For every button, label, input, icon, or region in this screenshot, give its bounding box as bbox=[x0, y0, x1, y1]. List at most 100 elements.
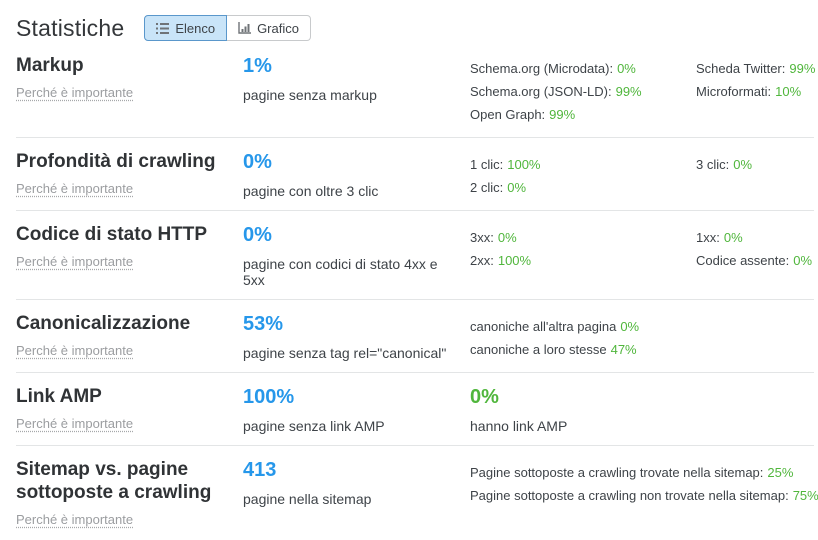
metric-value[interactable]: 53% bbox=[243, 313, 284, 335]
metric-label: hanno link AMP bbox=[470, 418, 568, 434]
stat-item: Open Graph: 99% bbox=[470, 103, 696, 126]
stat-item: 1 clic: 100% bbox=[470, 153, 696, 176]
row-heading: Markup Perché è importante bbox=[16, 55, 243, 126]
stat-label: 1 clic: bbox=[470, 157, 504, 172]
row-metric: 413 pagine nella sitemap bbox=[243, 459, 470, 529]
metric-label: pagine con oltre 3 clic bbox=[243, 183, 379, 199]
row-heading: Canonicalizzazione Perché è importante bbox=[16, 313, 243, 361]
why-important-link[interactable]: Perché è importante bbox=[16, 180, 134, 196]
page-title: Statistiche bbox=[16, 14, 125, 41]
stat-value[interactable]: 0% bbox=[793, 253, 813, 268]
metric-value[interactable]: 1% bbox=[243, 55, 272, 77]
stat-value[interactable]: 0% bbox=[617, 61, 636, 76]
stat-label: Pagine sottoposte a crawling non trovate… bbox=[470, 488, 789, 503]
stat-label: Codice assente: bbox=[696, 253, 790, 268]
stat-value[interactable]: 99% bbox=[615, 84, 642, 99]
stat-row-http-status: Codice di stato HTTP Perché è importante… bbox=[16, 211, 814, 300]
stat-value[interactable]: 99% bbox=[789, 61, 816, 76]
why-important-link[interactable]: Perché è importante bbox=[16, 253, 134, 269]
row-metric: 53% pagine senza tag rel="canonical" bbox=[243, 313, 470, 361]
stat-value[interactable]: 47% bbox=[610, 342, 637, 357]
stat-value[interactable]: 0% bbox=[507, 180, 527, 195]
stat-value[interactable]: 0% bbox=[620, 319, 640, 334]
stat-label: Open Graph: bbox=[470, 107, 546, 122]
row-stats-wide: Pagine sottoposte a crawling trovate nel… bbox=[470, 459, 818, 529]
metric-label: pagine nella sitemap bbox=[243, 491, 372, 507]
stat-value[interactable]: 0% bbox=[733, 157, 753, 172]
stat-value[interactable]: 99% bbox=[549, 107, 576, 122]
row-metric-secondary: 0% hanno link AMP bbox=[470, 386, 696, 434]
stat-item: Pagine sottoposte a crawling trovate nel… bbox=[470, 461, 814, 484]
stat-item: 3 clic: 0% bbox=[696, 153, 814, 176]
stat-label: Microformati: bbox=[696, 84, 772, 99]
why-important-link[interactable]: Perché è importante bbox=[16, 84, 134, 100]
stat-value[interactable]: 10% bbox=[775, 84, 802, 99]
stat-value[interactable]: 75% bbox=[792, 488, 818, 503]
row-metric: 1% pagine senza markup bbox=[243, 55, 470, 126]
stat-row-canonicalization: Canonicalizzazione Perché è importante 5… bbox=[16, 300, 814, 373]
stat-item: canoniche all'altra pagina 0% bbox=[470, 315, 696, 338]
metric-value[interactable]: 0% bbox=[243, 224, 272, 246]
row-stats-col3: 3xx: 0% 2xx: 100% bbox=[470, 224, 696, 288]
row-stats-col4: 1xx: 0% Codice assente: 0% bbox=[696, 224, 814, 288]
stat-item: 2xx: 100% bbox=[470, 249, 696, 272]
stat-item: Codice assente: 0% bbox=[696, 249, 814, 272]
stat-label: canoniche a loro stesse bbox=[470, 342, 607, 357]
row-title: Codice di stato HTTP bbox=[16, 224, 208, 245]
stat-value[interactable]: 100% bbox=[507, 157, 541, 172]
row-stats-col3: 1 clic: 100% 2 clic: 0% bbox=[470, 151, 696, 199]
stat-label: 2xx: bbox=[470, 253, 494, 268]
toggle-chart-label: Grafico bbox=[257, 20, 299, 36]
row-stats-col4: 3 clic: 0% bbox=[696, 151, 814, 199]
stat-item: Schema.org (JSON-LD): 99% bbox=[470, 80, 696, 103]
why-important-link[interactable]: Perché è importante bbox=[16, 511, 134, 527]
row-heading: Sitemap vs. pagine sottoposte a crawling… bbox=[16, 459, 243, 529]
row-title: Profondità di crawling bbox=[16, 151, 216, 172]
view-toggle: Elenco Grafico bbox=[144, 15, 311, 41]
metric-label: pagine senza link AMP bbox=[243, 418, 385, 434]
metric-value[interactable]: 0% bbox=[243, 151, 272, 173]
stat-label: 3 clic: bbox=[696, 157, 730, 172]
list-icon bbox=[156, 22, 170, 34]
stat-label: 1xx: bbox=[696, 230, 720, 245]
stat-item: canoniche a loro stesse 47% bbox=[470, 338, 696, 361]
toggle-chart-view[interactable]: Grafico bbox=[227, 15, 311, 41]
stat-value[interactable]: 0% bbox=[497, 230, 517, 245]
stat-item: Pagine sottoposte a crawling non trovate… bbox=[470, 484, 818, 507]
metric-label: pagine con codici di stato 4xx e 5xx bbox=[243, 256, 438, 288]
stat-item: Microformati: 10% bbox=[696, 80, 815, 103]
stat-label: Pagine sottoposte a crawling trovate nel… bbox=[470, 465, 764, 480]
row-title: Link AMP bbox=[16, 386, 102, 407]
stat-value[interactable]: 0% bbox=[723, 230, 743, 245]
stat-row-amp-links: Link AMP Perché è importante 100% pagine… bbox=[16, 373, 814, 446]
metric-value-green[interactable]: 0% bbox=[470, 386, 499, 408]
stat-label: 3xx: bbox=[470, 230, 494, 245]
why-important-link[interactable]: Perché è importante bbox=[16, 342, 134, 358]
stat-label: Schema.org (JSON-LD): bbox=[470, 84, 612, 99]
stat-item: 3xx: 0% bbox=[470, 226, 696, 249]
metric-label: pagine senza tag rel="canonical" bbox=[243, 345, 447, 361]
row-metric: 0% pagine con oltre 3 clic bbox=[243, 151, 470, 199]
why-important-link[interactable]: Perché è importante bbox=[16, 415, 134, 431]
toggle-list-view[interactable]: Elenco bbox=[144, 15, 228, 41]
row-stats-col4 bbox=[696, 313, 814, 361]
toggle-list-label: Elenco bbox=[175, 20, 216, 36]
stat-value[interactable]: 25% bbox=[767, 465, 794, 480]
stat-label: Schema.org (Microdata): bbox=[470, 61, 614, 76]
row-stats-col4 bbox=[696, 386, 814, 434]
metric-value[interactable]: 100% bbox=[243, 386, 295, 408]
row-stats-col3: Schema.org (Microdata): 0% Schema.org (JS… bbox=[470, 55, 696, 126]
row-heading: Link AMP Perché è importante bbox=[16, 386, 243, 434]
metric-value[interactable]: 413 bbox=[243, 459, 277, 481]
page-header: Statistiche Elenco Grafico bbox=[16, 0, 814, 42]
stat-value[interactable]: 100% bbox=[497, 253, 532, 268]
row-heading: Codice di stato HTTP Perché è importante bbox=[16, 224, 243, 288]
row-stats-col3: canoniche all'altra pagina 0% canoniche a… bbox=[470, 313, 696, 361]
stat-label: 2 clic: bbox=[470, 180, 504, 195]
bar-chart-icon bbox=[238, 22, 252, 34]
stat-label: canoniche all'altra pagina bbox=[470, 319, 617, 334]
row-stats-col4: Scheda Twitter: 99% Microformati: 10% bbox=[696, 55, 815, 126]
row-title: Sitemap vs. pagine sottoposte a crawling bbox=[16, 459, 212, 503]
stat-row-sitemap-vs-crawled: Sitemap vs. pagine sottoposte a crawling… bbox=[16, 446, 818, 540]
